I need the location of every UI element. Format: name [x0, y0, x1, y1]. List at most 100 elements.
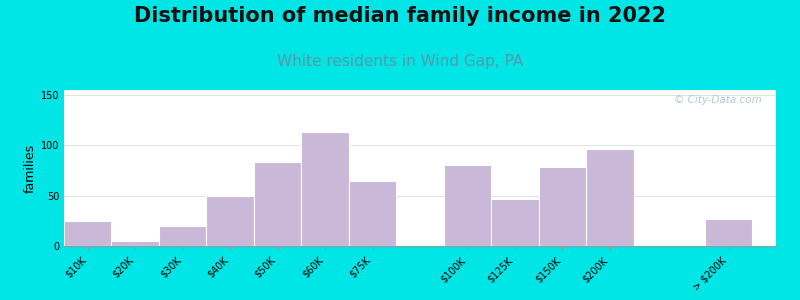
Bar: [64, 91, 776, 225]
Bar: [64, 90, 776, 170]
Bar: [64, 90, 776, 164]
Bar: [64, 90, 776, 177]
Bar: [64, 90, 776, 173]
Bar: [64, 90, 776, 120]
Bar: [64, 90, 776, 105]
Bar: [64, 90, 776, 112]
Bar: [64, 90, 776, 125]
Bar: [64, 91, 776, 236]
Bar: [64, 90, 776, 95]
Bar: [64, 90, 776, 169]
Bar: [64, 90, 776, 165]
Bar: [64, 90, 776, 135]
Bar: [64, 90, 776, 140]
Bar: [64, 91, 776, 210]
Bar: [64, 91, 776, 202]
Bar: [64, 90, 776, 146]
Bar: [64, 91, 776, 206]
Bar: [64, 90, 776, 144]
Bar: [64, 91, 776, 181]
Bar: [64, 90, 776, 134]
Bar: [64, 91, 776, 233]
Bar: [64, 91, 776, 222]
Bar: [64, 91, 776, 224]
Bar: [64, 90, 776, 133]
Bar: [705, 219, 752, 246]
Bar: [64, 90, 776, 158]
Bar: [64, 91, 776, 217]
Bar: [64, 91, 776, 237]
Bar: [64, 91, 776, 233]
Bar: [64, 91, 776, 193]
Bar: [64, 90, 776, 156]
Bar: [64, 90, 776, 122]
Bar: [64, 91, 776, 223]
Bar: [64, 91, 776, 198]
Bar: [64, 90, 776, 148]
Bar: [64, 90, 776, 173]
Bar: [64, 90, 776, 112]
Bar: [64, 90, 776, 130]
Bar: [64, 90, 776, 103]
Bar: [64, 91, 776, 234]
Bar: [64, 91, 776, 221]
Bar: [64, 90, 776, 145]
Bar: [64, 90, 776, 155]
Bar: [64, 91, 776, 226]
Bar: [64, 90, 776, 181]
Bar: [64, 91, 776, 244]
Bar: [64, 91, 776, 224]
Bar: [64, 90, 776, 108]
Bar: [64, 90, 776, 128]
Bar: [64, 91, 776, 240]
Bar: [64, 90, 776, 113]
Bar: [302, 132, 349, 246]
Bar: [64, 90, 776, 152]
Bar: [64, 90, 776, 139]
Bar: [64, 91, 776, 194]
Bar: [64, 90, 776, 92]
Bar: [64, 91, 776, 226]
Bar: [64, 90, 776, 138]
Bar: [64, 91, 776, 208]
Bar: [64, 90, 776, 171]
Bar: [64, 90, 776, 162]
Bar: [491, 199, 538, 246]
Bar: [64, 91, 776, 202]
Bar: [64, 90, 776, 141]
Bar: [64, 91, 776, 238]
Bar: [64, 90, 776, 128]
Bar: [64, 90, 776, 155]
Y-axis label: families: families: [23, 143, 37, 193]
Bar: [64, 90, 776, 99]
Bar: [64, 90, 776, 119]
Bar: [64, 90, 776, 106]
Bar: [64, 91, 776, 220]
Bar: [64, 90, 776, 147]
Bar: [64, 91, 776, 239]
Bar: [64, 91, 776, 194]
Bar: [64, 91, 776, 215]
Bar: [64, 90, 776, 116]
Bar: [64, 91, 776, 184]
Bar: [64, 91, 776, 195]
Bar: [64, 91, 776, 191]
Bar: [64, 90, 776, 178]
Bar: [586, 149, 634, 246]
Bar: [64, 91, 776, 192]
Bar: [64, 90, 776, 93]
Bar: [64, 90, 776, 142]
Bar: [64, 91, 776, 200]
Bar: [538, 167, 586, 246]
Bar: [444, 166, 491, 246]
Bar: [64, 90, 776, 124]
Bar: [64, 90, 776, 161]
Bar: [64, 91, 776, 241]
Bar: [64, 90, 776, 151]
Bar: [64, 90, 776, 127]
Bar: [64, 91, 776, 228]
Bar: [64, 91, 776, 230]
Bar: [64, 90, 776, 102]
Bar: [64, 91, 776, 209]
Bar: [64, 90, 776, 149]
